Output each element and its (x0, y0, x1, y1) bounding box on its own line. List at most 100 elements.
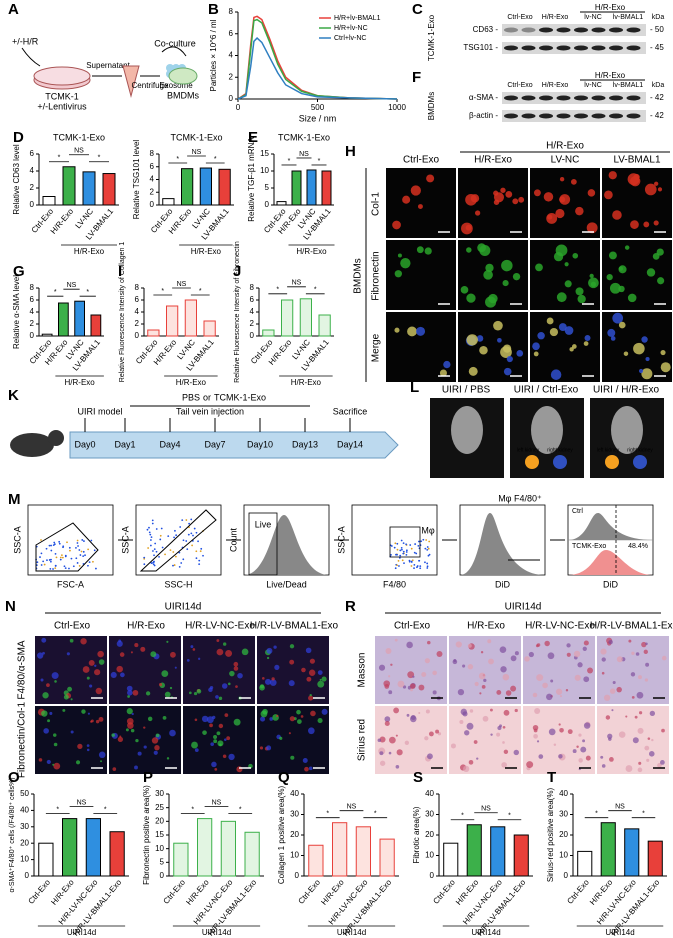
band (504, 45, 518, 51)
bar (218, 168, 231, 206)
stain (379, 760, 386, 766)
label: H/R-Exo (542, 14, 569, 21)
stain (233, 718, 241, 726)
event (409, 544, 412, 546)
event (202, 554, 204, 557)
label: Count (228, 528, 238, 553)
stain (393, 707, 400, 714)
stain (260, 716, 266, 722)
stain (95, 719, 100, 724)
cell (485, 296, 497, 308)
y-tick-label: 40 (559, 789, 568, 798)
band (574, 113, 588, 119)
stain (53, 733, 57, 737)
stain (479, 692, 482, 695)
stain (145, 691, 151, 696)
cell (394, 270, 402, 278)
band (556, 27, 571, 33)
band (521, 45, 536, 51)
event (61, 556, 64, 559)
stain (259, 746, 264, 750)
stain (127, 695, 130, 698)
event (39, 556, 41, 558)
event (394, 567, 397, 570)
sig-label: NS (177, 281, 187, 288)
y-tick-label: 30 (425, 810, 434, 819)
y-tick-label: 25 (155, 803, 164, 812)
cell (518, 196, 525, 203)
cell (606, 274, 613, 281)
label: H/R-Exo (467, 621, 505, 632)
stain (46, 759, 51, 765)
stain (216, 639, 220, 642)
label: BMDMs (167, 90, 199, 100)
sig-label: * (314, 287, 317, 294)
stain (290, 755, 295, 760)
cell (564, 280, 572, 288)
bar (181, 168, 194, 206)
event (180, 562, 183, 564)
label: J (233, 263, 241, 280)
stain (276, 714, 279, 718)
event (411, 559, 414, 562)
label: α-SMA - (469, 93, 498, 102)
event (93, 549, 96, 552)
stain (87, 712, 90, 715)
cell (612, 312, 624, 324)
event (402, 552, 405, 555)
stain (215, 695, 219, 699)
y-tick-label: 10 (260, 166, 269, 175)
band (539, 45, 553, 51)
event (83, 540, 85, 542)
label: Ctrl-Exo (54, 621, 91, 632)
label: O (8, 769, 20, 786)
band (626, 95, 641, 101)
stain (264, 678, 272, 685)
label: lv-NC (584, 82, 602, 89)
y-tick-label: 20 (155, 816, 164, 825)
event (46, 559, 48, 562)
label: Day1 (114, 439, 135, 449)
stain (534, 707, 541, 714)
y-tick-label: 2 (135, 319, 140, 328)
cell (537, 331, 545, 340)
sig-label: * (461, 813, 464, 820)
cell (641, 368, 653, 380)
group-label: H/R-Exo (176, 378, 207, 387)
stain (532, 724, 539, 731)
exosome (166, 64, 174, 72)
cell (645, 356, 650, 362)
stain (611, 709, 614, 712)
mouse-body (611, 406, 643, 454)
bar (62, 166, 76, 206)
stain (52, 763, 55, 766)
label: Relative CD63 level (12, 144, 21, 214)
label: Mφ (421, 525, 434, 535)
x-tick-label: Ctrl-Exo (297, 877, 323, 905)
stain (661, 728, 665, 733)
label: H/R-Exo (546, 141, 584, 152)
stain (646, 758, 650, 762)
sig-label: NS (292, 280, 302, 287)
band (591, 45, 606, 51)
bar (173, 842, 189, 877)
cell (533, 351, 539, 357)
stain (464, 730, 470, 736)
bar (166, 305, 179, 337)
stain (582, 739, 586, 743)
label: TCMK-1 (45, 91, 79, 101)
stain (616, 656, 623, 663)
event (174, 529, 176, 532)
stain (547, 652, 555, 660)
event (149, 539, 152, 541)
label: Day0 (74, 439, 95, 449)
label: Relative TGF-β1 mRNA (247, 137, 256, 222)
stain (425, 709, 430, 714)
event (413, 551, 416, 554)
cell (656, 248, 664, 256)
band (556, 113, 571, 119)
stain (395, 734, 398, 737)
bar (577, 850, 593, 877)
label: left kidney (597, 447, 620, 453)
